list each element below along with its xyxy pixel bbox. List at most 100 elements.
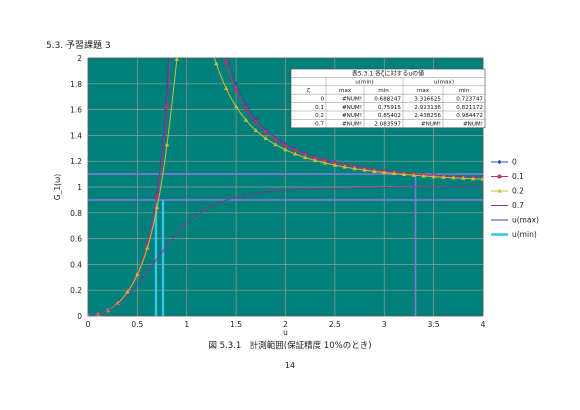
table-column-header: max: [417, 88, 430, 94]
data-point: [273, 137, 278, 142]
x-tick-label: 1: [184, 320, 189, 329]
table-cell: #NUM!: [342, 96, 362, 102]
legend-entry: 0: [491, 158, 517, 167]
data-point: [283, 147, 288, 152]
data-point: [165, 104, 169, 109]
data-point: [273, 142, 278, 147]
data-point: [263, 129, 268, 134]
table-cell: 3.316625: [414, 96, 441, 102]
legend-label: u(min): [512, 230, 537, 239]
legend-entry: u(min): [491, 230, 537, 239]
x-tick-label: 0.5: [131, 320, 143, 329]
legend-label: 0: [512, 158, 517, 167]
data-point: [154, 204, 160, 209]
y-tick-label: 0: [77, 312, 82, 321]
legend-label: 0.2: [512, 187, 524, 196]
table-cell: 2.923136: [414, 105, 441, 111]
x-tick-label: 1.5: [230, 320, 242, 329]
table-cell: 0: [320, 96, 324, 102]
data-point: [283, 143, 288, 148]
x-axis-label: u: [283, 328, 288, 337]
table-column-header: min: [459, 88, 470, 94]
data-point: [88, 314, 90, 316]
data-point: [293, 151, 298, 156]
data-point: [233, 104, 239, 109]
data-point: [322, 160, 328, 165]
data-point: [174, 58, 180, 61]
table-cell: 0.7: [315, 122, 324, 128]
y-axis-label: G_1(ω): [53, 174, 62, 201]
y-tick-label: 1.2: [70, 157, 82, 166]
data-point: [155, 194, 159, 199]
data-point: [411, 172, 417, 177]
table-cell: #NUM!: [342, 122, 362, 128]
y-tick-label: 1.8: [70, 80, 82, 89]
data-point: [125, 289, 130, 294]
table-group-header: u(min): [355, 80, 373, 86]
series-0.2: [88, 58, 483, 316]
x-tick-label: 4: [481, 320, 486, 329]
data-point: [243, 117, 249, 122]
legend-marker: [497, 188, 502, 193]
table-cell: 0.75915: [378, 105, 402, 111]
data-point: [214, 61, 219, 66]
data-point: [164, 142, 170, 147]
y-tick-label: 0.4: [70, 260, 82, 269]
legend-label: 0.7: [512, 201, 524, 210]
data-point: [431, 174, 436, 179]
x-tick-label: 3.5: [428, 320, 440, 329]
x-tick-label: 3: [382, 320, 387, 329]
table-cell: 0.984472: [456, 113, 483, 119]
table-group-header: u(max): [434, 80, 454, 86]
table-cell: 2.438256: [414, 113, 441, 119]
data-point: [164, 84, 170, 89]
data-point: [253, 127, 259, 132]
table-cell: #NUM!: [342, 105, 362, 111]
y-tick-label: 0.2: [70, 286, 82, 295]
series-0.7: [88, 186, 483, 316]
data-point: [332, 162, 338, 167]
data-point: [244, 106, 248, 111]
table-column-header: max: [339, 88, 352, 94]
legend-label: u(max): [512, 216, 539, 225]
data-point: [254, 120, 258, 124]
data-point: [342, 164, 347, 169]
data-point: [135, 272, 140, 277]
data-point: [451, 175, 456, 180]
data-table: 表5.3.1 各ζに対するuの値 u(min) u(max) ζ max min max mi…: [290, 68, 486, 129]
x-tick-label: 2.5: [329, 320, 341, 329]
data-point: [362, 167, 367, 172]
legend-entry: u(max): [491, 216, 539, 225]
legend: 0 0.1 0.2 0.7 u(max) u(min): [491, 158, 539, 239]
data-point: [352, 166, 357, 171]
data-point: [421, 173, 426, 178]
data-point: [391, 171, 397, 176]
y-tick-label: 2: [77, 54, 82, 63]
page-number: 14: [284, 361, 296, 370]
x-tick-label: 0: [86, 320, 91, 329]
table-cell: #NUM!: [342, 113, 362, 119]
y-tick-label: 1: [77, 183, 82, 192]
data-point: [303, 155, 308, 160]
data-point: [480, 176, 483, 181]
y-tick-label: 0.6: [70, 235, 82, 244]
table-column-header: min: [378, 88, 389, 94]
data-point: [224, 61, 229, 65]
data-point: [234, 88, 238, 93]
table-cell: 0.688247: [374, 96, 401, 102]
table-cell: #NUM!: [463, 122, 483, 128]
data-point: [88, 313, 90, 316]
data-point: [401, 171, 407, 176]
y-tick-label: 0.8: [70, 209, 82, 218]
data-point: [243, 102, 249, 107]
series-group: [88, 58, 483, 316]
y-axis-ticks: 0 0.2 0.4 0.6 0.8 1 1.2 1.4 1.6 1.8 2: [70, 54, 82, 321]
x-tick-label: 2: [283, 320, 288, 329]
legend-entry: 0.2: [491, 187, 524, 196]
data-point: [312, 158, 318, 163]
x-axis-ticks: 0 0.5 1 1.5 2 2.5 3 3.5 4: [86, 320, 486, 329]
table-column-header: ζ: [307, 88, 310, 94]
y-tick-label: 1.4: [70, 131, 82, 140]
data-point: [313, 156, 317, 160]
table-cell: 0.1: [315, 105, 324, 111]
